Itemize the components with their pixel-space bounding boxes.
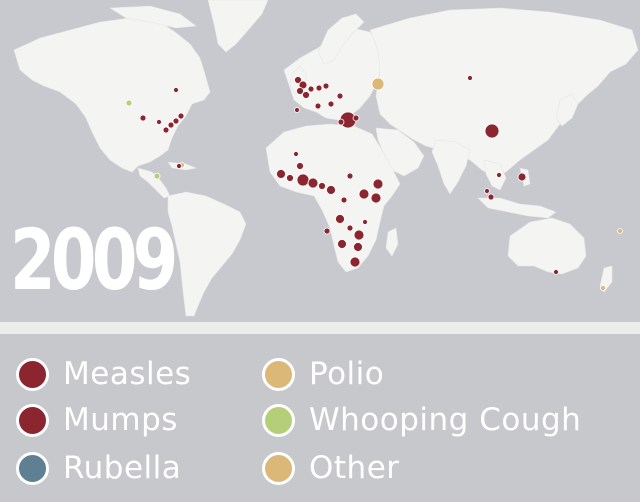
world-map-svg bbox=[13, 0, 639, 317]
outbreak-markers bbox=[125, 75, 623, 291]
india bbox=[431, 139, 471, 195]
marker-measles bbox=[293, 151, 299, 157]
marker-measles bbox=[172, 117, 180, 125]
asia bbox=[369, 7, 639, 179]
scandinavia bbox=[317, 13, 365, 65]
marker-measles bbox=[327, 100, 335, 108]
greenland bbox=[207, 0, 269, 53]
marker-measles bbox=[167, 121, 175, 129]
north-america bbox=[13, 17, 211, 173]
marker-other bbox=[617, 228, 623, 234]
marker-measles bbox=[176, 163, 182, 169]
legend-label-measles: Measles bbox=[63, 356, 192, 392]
measles-swatch bbox=[16, 357, 49, 391]
legend-label-polio: Polio bbox=[309, 356, 385, 392]
mumps-swatch bbox=[16, 403, 49, 437]
marker-measles bbox=[307, 85, 315, 93]
marker-measles bbox=[517, 172, 527, 182]
marker-measles bbox=[340, 196, 348, 204]
marker-measles bbox=[296, 87, 304, 95]
marker-measles bbox=[352, 114, 360, 122]
marker-whooping-cough bbox=[153, 172, 161, 180]
legend-item-measles: Measles bbox=[16, 354, 191, 394]
marker-measles bbox=[353, 229, 365, 241]
marker-measles bbox=[346, 172, 354, 180]
marker-measles bbox=[370, 192, 382, 204]
marker-measles bbox=[323, 227, 331, 235]
legend-item-other: Other bbox=[262, 448, 400, 488]
marker-measles bbox=[314, 102, 322, 110]
marker-measles bbox=[156, 119, 162, 125]
other-swatch bbox=[262, 451, 295, 485]
legend-label-whooping-cough: Whooping Cough bbox=[309, 402, 582, 438]
whooping-cough-swatch bbox=[262, 403, 295, 437]
madagascar bbox=[385, 227, 399, 257]
year-label: 2009 bbox=[10, 211, 178, 309]
marker-measles bbox=[336, 92, 344, 100]
polio-swatch bbox=[262, 357, 295, 391]
marker-measles bbox=[296, 173, 310, 187]
marker-measles bbox=[318, 182, 326, 190]
marker-measles bbox=[286, 174, 294, 182]
marker-measles bbox=[322, 82, 330, 90]
marker-measles bbox=[139, 114, 147, 122]
marker-measles bbox=[335, 214, 345, 224]
marker-measles bbox=[177, 112, 185, 120]
marker-measles bbox=[362, 219, 368, 225]
marker-measles bbox=[372, 178, 384, 190]
marker-measles bbox=[353, 242, 363, 252]
marker-measles bbox=[315, 84, 323, 92]
indonesia bbox=[477, 197, 557, 219]
legend: Measles Mumps Rubella Polio Whooping Cou… bbox=[0, 334, 640, 502]
divider bbox=[0, 322, 640, 334]
legend-label-other: Other bbox=[309, 450, 400, 486]
legend-item-whooping-cough: Whooping Cough bbox=[262, 400, 581, 440]
marker-measles bbox=[296, 162, 304, 170]
marker-measles bbox=[173, 87, 179, 93]
marker-polio bbox=[371, 77, 385, 91]
marker-measles bbox=[326, 185, 336, 195]
legend-item-mumps: Mumps bbox=[16, 400, 178, 440]
legend-item-polio: Polio bbox=[262, 354, 384, 394]
legend-item-rubella: Rubella bbox=[16, 448, 181, 488]
marker-measles bbox=[162, 126, 170, 134]
japan bbox=[555, 93, 579, 127]
marker-measles bbox=[484, 123, 500, 139]
africa bbox=[265, 123, 401, 273]
land-masses bbox=[13, 0, 639, 317]
marker-measles bbox=[276, 169, 286, 179]
marker-measles bbox=[484, 188, 490, 194]
marker-measles bbox=[294, 107, 300, 113]
marker-measles bbox=[496, 172, 502, 178]
australia bbox=[507, 217, 587, 275]
world-map: 2009 bbox=[10, 0, 639, 317]
legend-label-rubella: Rubella bbox=[63, 450, 182, 486]
marker-measles bbox=[337, 239, 347, 249]
marker-measles bbox=[349, 256, 361, 268]
marker-measles bbox=[487, 193, 495, 201]
marker-measles bbox=[467, 75, 473, 81]
marker-measles bbox=[553, 269, 559, 275]
marker-measles bbox=[302, 91, 310, 99]
arctic-islands bbox=[109, 5, 197, 29]
legend-label-mumps: Mumps bbox=[63, 402, 178, 438]
central-america bbox=[137, 167, 171, 199]
rubella-swatch bbox=[16, 451, 49, 485]
marker-measles bbox=[346, 224, 354, 232]
marker-whooping-cough bbox=[125, 99, 133, 107]
marker-measles bbox=[337, 118, 345, 126]
marker-measles bbox=[307, 177, 319, 189]
southeast-asia bbox=[483, 159, 507, 191]
arabian-peninsula bbox=[375, 127, 425, 177]
marker-measles bbox=[358, 188, 370, 200]
marker-measles bbox=[294, 76, 302, 84]
marker-other bbox=[600, 285, 606, 291]
south-america bbox=[167, 191, 247, 317]
